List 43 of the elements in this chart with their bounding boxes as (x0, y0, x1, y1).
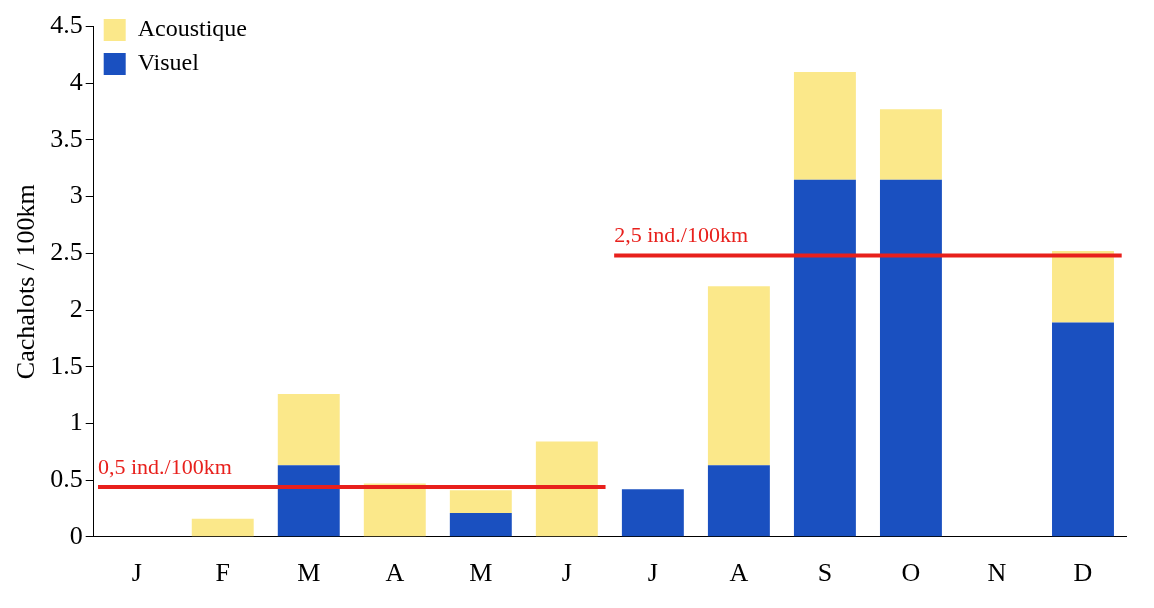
bar (793, 179, 856, 537)
x-tick-label: F (215, 558, 230, 588)
y-tick-label: 0 (69, 520, 83, 550)
x-tick-label: A (729, 558, 749, 588)
y-tick-label: 3 (69, 180, 83, 210)
y-tick-label: 2 (69, 293, 83, 323)
bar (1052, 322, 1114, 537)
y-tick-label: 3.5 (50, 123, 83, 153)
bar (707, 286, 770, 466)
x-tick-label: J (561, 558, 572, 588)
x-tick-label: N (987, 558, 1007, 588)
y-tick-label: 1 (69, 407, 83, 437)
x-tick-label: M (469, 558, 493, 588)
bar (535, 441, 598, 537)
y-axis-title: Cachalots / 100km (11, 184, 41, 380)
y-tick-label: 1.5 (50, 350, 83, 380)
x-tick-label: J (131, 558, 142, 588)
bar (191, 518, 254, 537)
bar (449, 512, 512, 537)
legend-label: Visuel (137, 49, 200, 76)
bar (879, 179, 942, 537)
legend-label: Acoustique (137, 15, 248, 42)
bar (449, 490, 512, 513)
x-tick-label: D (1073, 558, 1093, 588)
x-tick-label: S (817, 558, 833, 588)
ref-line-label: 0,5 ind./100km (98, 453, 232, 479)
bar (363, 483, 426, 537)
x-tick-label: O (901, 558, 921, 588)
bar (277, 465, 340, 537)
bar (277, 393, 340, 466)
bar (1052, 251, 1114, 323)
bar (707, 465, 770, 537)
y-tick-label: 4.5 (50, 10, 83, 40)
y-tick-label: 0.5 (50, 463, 83, 493)
y-tick-label: 2.5 (50, 237, 83, 267)
x-tick-label: J (647, 558, 658, 588)
y-tick-label: 4 (69, 67, 83, 97)
ref-line-label: 2,5 ind./100km (614, 222, 748, 248)
bar (793, 71, 856, 180)
x-tick-label: A (385, 558, 405, 588)
bar (879, 109, 942, 180)
bar (621, 489, 684, 537)
x-tick-label: M (297, 558, 321, 588)
